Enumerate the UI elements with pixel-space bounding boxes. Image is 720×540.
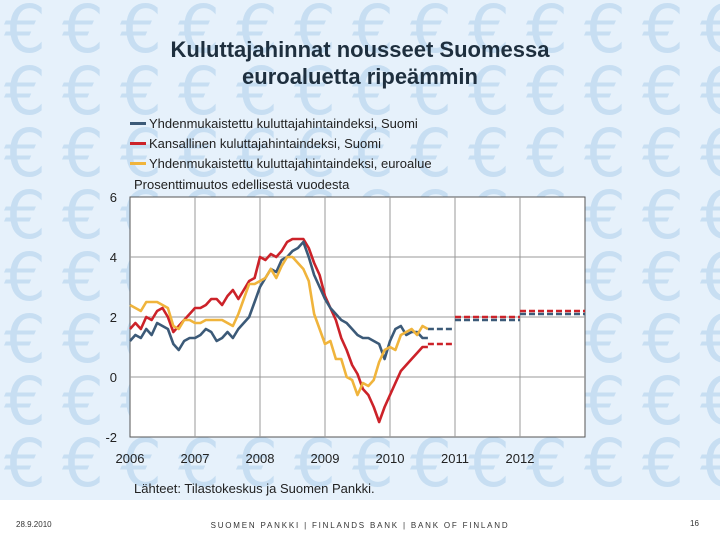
euro-glyph: € xyxy=(700,363,720,440)
legend-swatch xyxy=(130,121,146,125)
x-tick-label: 2008 xyxy=(246,451,275,466)
legend-label: Kansallinen kuluttajahintaindeksi, Suomi xyxy=(149,135,381,151)
chart-subtitle: Prosenttimuutos edellisestä vuodesta xyxy=(134,177,350,192)
euro-glyph: € xyxy=(468,115,510,192)
euro-glyph: € xyxy=(352,115,394,192)
euro-glyph: € xyxy=(294,0,336,68)
euro-glyph: € xyxy=(236,0,278,68)
euro-glyph: € xyxy=(4,53,46,130)
footer-page-number: 16 xyxy=(690,519,699,528)
footer-bank-name: SUOMEN PANKKI | FINLANDS BANK | BANK OF … xyxy=(210,521,510,530)
euro-glyph: € xyxy=(584,239,626,316)
euro-glyph: € xyxy=(642,115,684,192)
euro-glyph: € xyxy=(526,115,568,192)
euro-glyph: € xyxy=(4,239,46,316)
legend-item: Yhdenmukaistettu kuluttajahintaindeksi, … xyxy=(130,153,432,173)
y-tick-label: 2 xyxy=(110,310,117,325)
euro-glyph: € xyxy=(4,301,46,378)
euro-glyph: € xyxy=(642,53,684,130)
euro-glyph: € xyxy=(236,53,278,130)
legend-label: Yhdenmukaistettu kuluttajahintaindeksi, … xyxy=(149,155,432,171)
slide-title: Kuluttajahinnat nousseet Suomessa euroal… xyxy=(60,36,660,90)
euro-glyph: € xyxy=(700,53,720,130)
euro-glyph: € xyxy=(700,177,720,254)
euro-glyph: € xyxy=(584,115,626,192)
euro-glyph: € xyxy=(178,53,220,130)
euro-glyph: € xyxy=(700,0,720,68)
euro-glyph: € xyxy=(526,53,568,130)
euro-glyph: € xyxy=(62,177,104,254)
y-tick-label: -2 xyxy=(105,430,117,445)
series-line xyxy=(129,255,429,397)
euro-glyph: € xyxy=(642,301,684,378)
euro-glyph: € xyxy=(352,53,394,130)
euro-glyph: € xyxy=(642,239,684,316)
euro-glyph: € xyxy=(700,425,720,500)
legend-label: Yhdenmukaistettu kuluttajahintaindeksi, … xyxy=(149,115,418,131)
euro-glyph: € xyxy=(584,0,626,68)
euro-glyph: € xyxy=(120,53,162,130)
euro-glyph: € xyxy=(526,0,568,68)
euro-glyph: € xyxy=(4,0,46,68)
euro-glyph: € xyxy=(642,0,684,68)
euro-glyph: € xyxy=(294,115,336,192)
euro-glyph: € xyxy=(62,0,104,68)
title-line-2: euroaluetta ripeämmin xyxy=(242,64,478,89)
euro-glyph: € xyxy=(4,425,46,500)
legend-swatch xyxy=(130,141,146,145)
legend-item: Yhdenmukaistettu kuluttajahintaindeksi, … xyxy=(130,113,432,133)
euro-glyph: € xyxy=(236,115,278,192)
x-tick-label: 2010 xyxy=(376,451,405,466)
x-tick-label: 2012 xyxy=(506,451,535,466)
euro-glyph: € xyxy=(410,115,452,192)
source-note: Lähteet: Tilastokeskus ja Suomen Pankki. xyxy=(134,481,375,496)
euro-glyph: € xyxy=(584,177,626,254)
euro-glyph: € xyxy=(4,363,46,440)
series-line xyxy=(129,240,428,361)
euro-glyph: € xyxy=(120,115,162,192)
euro-glyph: € xyxy=(62,115,104,192)
euro-glyph: € xyxy=(410,0,452,68)
euro-glyph: € xyxy=(62,53,104,130)
euro-glyph: € xyxy=(584,53,626,130)
chart-legend: Yhdenmukaistettu kuluttajahintaindeksi, … xyxy=(130,113,432,173)
title-line-1: Kuluttajahinnat nousseet Suomessa xyxy=(170,37,550,62)
x-tick-label: 2011 xyxy=(441,451,469,466)
euro-glyph: € xyxy=(468,53,510,130)
y-tick-label: 4 xyxy=(110,250,117,265)
legend-item: Kansallinen kuluttajahintaindeksi, Suomi xyxy=(130,133,432,153)
euro-glyph: € xyxy=(584,425,626,500)
footer-date: 28.9.2010 xyxy=(16,520,52,529)
euro-glyph: € xyxy=(62,301,104,378)
euro-glyph: € xyxy=(294,53,336,130)
euro-glyph: € xyxy=(120,0,162,68)
euro-glyph: € xyxy=(700,301,720,378)
legend-swatch xyxy=(130,161,146,165)
y-tick-label: 6 xyxy=(110,190,117,205)
euro-glyph: € xyxy=(62,363,104,440)
euro-glyph: € xyxy=(468,0,510,68)
euro-glyph: € xyxy=(410,53,452,130)
euro-glyph: € xyxy=(584,363,626,440)
euro-glyph: € xyxy=(642,425,684,500)
euro-glyph: € xyxy=(62,425,104,500)
euro-glyph: € xyxy=(178,0,220,68)
euro-glyph: € xyxy=(700,239,720,316)
euro-glyph: € xyxy=(352,0,394,68)
x-tick-label: 2009 xyxy=(311,451,340,466)
euro-glyph: € xyxy=(178,115,220,192)
euro-glyph: € xyxy=(700,115,720,192)
x-tick-label: 2006 xyxy=(116,451,145,466)
euro-glyph: € xyxy=(4,177,46,254)
euro-glyph: € xyxy=(4,115,46,192)
euro-glyph: € xyxy=(62,239,104,316)
euro-glyph: € xyxy=(584,301,626,378)
euro-glyph: € xyxy=(642,363,684,440)
inflation-line-chart: 6 4 2 0 -2 2006 2007 2008 2009 2010 2011 2012 Prosen… xyxy=(105,177,586,466)
slide-footer: 28.9.2010 SUOMEN PANKKI | FINLANDS BANK … xyxy=(0,500,720,540)
x-tick-label: 2007 xyxy=(181,451,210,466)
euro-glyph: € xyxy=(642,177,684,254)
y-tick-label: 0 xyxy=(110,370,117,385)
